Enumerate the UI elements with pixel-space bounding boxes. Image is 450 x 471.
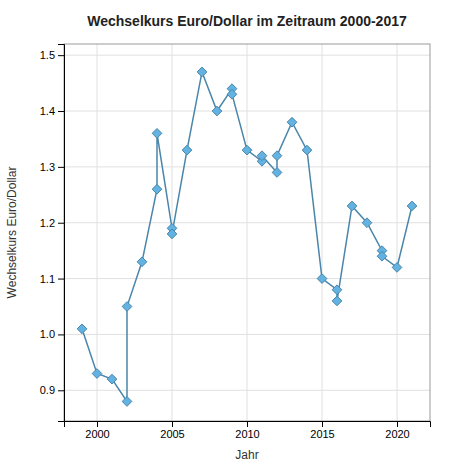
marker bbox=[122, 302, 132, 312]
y-tick-mark bbox=[58, 390, 64, 391]
x-tick-label: 2020 bbox=[385, 428, 409, 440]
title: Wechselkurs Euro/Dollar im Zeitraum 2000… bbox=[87, 13, 407, 29]
marker bbox=[332, 285, 342, 295]
marker bbox=[77, 324, 87, 334]
marker bbox=[242, 145, 252, 155]
marker bbox=[257, 151, 267, 161]
plot: 2000 2005 2010 2015 2020 0.9 1.0 1.1 1.2 1.3 1.4 1.… bbox=[40, 44, 431, 440]
x-tick: 2000 bbox=[85, 421, 109, 440]
y-axis: 0.9 1.0 1.1 1.2 1.3 1.4 1.5 bbox=[40, 45, 65, 422]
grid-line-x bbox=[247, 44, 248, 421]
line bbox=[82, 72, 412, 402]
x-tick-label: 2015 bbox=[310, 428, 334, 440]
marker bbox=[167, 229, 177, 239]
marker bbox=[152, 129, 162, 139]
grid-line-x bbox=[397, 44, 398, 421]
grid-line-y bbox=[64, 55, 430, 56]
grid bbox=[64, 44, 430, 421]
marker bbox=[152, 184, 162, 194]
x-tick: 2010 bbox=[235, 421, 259, 440]
y-axis-title: Wechselkurs Euro/Dollar bbox=[5, 167, 19, 299]
x-axis-line bbox=[65, 422, 431, 428]
x-tick-label: 2010 bbox=[235, 428, 259, 440]
marker bbox=[272, 168, 282, 178]
marker bbox=[122, 397, 132, 407]
y-tick: 1.1 bbox=[40, 273, 64, 285]
x-tick-mark bbox=[397, 421, 398, 427]
y-tick-mark bbox=[58, 334, 64, 335]
y-tick-label: 1.2 bbox=[40, 217, 55, 229]
x-tick: 2020 bbox=[385, 421, 409, 440]
x-axis: 2000 2005 2010 2015 2020 bbox=[65, 421, 431, 440]
marker bbox=[347, 201, 357, 211]
y-axis-line bbox=[58, 45, 65, 422]
marker bbox=[287, 117, 297, 127]
y-tick-label: 1.5 bbox=[40, 49, 55, 61]
y-tick-mark bbox=[58, 279, 64, 280]
grid-line-y bbox=[64, 111, 430, 112]
x-tick: 2015 bbox=[310, 421, 334, 440]
marker bbox=[107, 374, 117, 384]
y-tick: 0.9 bbox=[40, 384, 64, 396]
y-tick-mark bbox=[58, 223, 64, 224]
marker bbox=[302, 145, 312, 155]
grid-line-x bbox=[322, 44, 323, 421]
marker bbox=[332, 296, 342, 306]
y-tick-label: 1.1 bbox=[40, 273, 55, 285]
marker bbox=[317, 274, 327, 284]
grid-line-x bbox=[97, 44, 98, 421]
x-tick-label: 2000 bbox=[85, 428, 109, 440]
marker bbox=[92, 369, 102, 379]
marker bbox=[182, 145, 192, 155]
x-tick-mark bbox=[172, 421, 173, 427]
grid-line-y bbox=[64, 278, 430, 279]
marker bbox=[227, 89, 237, 99]
y-tick-mark bbox=[58, 111, 64, 112]
y-tick: 1.5 bbox=[40, 49, 64, 61]
x-tick-mark bbox=[97, 421, 98, 427]
x-tick-mark bbox=[247, 421, 248, 427]
y-tick: 1.3 bbox=[40, 161, 64, 173]
chart: 2000 2005 2010 2015 2020 0.9 1.0 1.1 1.2 1.3 1.4 1.… bbox=[0, 0, 450, 471]
x-tick: 2005 bbox=[160, 421, 184, 440]
x-tick-label: 2005 bbox=[160, 428, 184, 440]
marker bbox=[392, 263, 402, 273]
grid-line-y bbox=[64, 222, 430, 223]
marker bbox=[272, 151, 282, 161]
y-tick: 1.4 bbox=[40, 105, 64, 117]
marker bbox=[212, 106, 222, 116]
marker bbox=[377, 251, 387, 261]
y-tick-label: 1.3 bbox=[40, 161, 55, 173]
x-tick-mark bbox=[322, 421, 323, 427]
y-tick: 1.2 bbox=[40, 217, 64, 229]
y-tick-mark bbox=[58, 167, 64, 168]
marker bbox=[362, 218, 372, 228]
y-tick-label: 1.4 bbox=[40, 105, 55, 117]
y-tick-mark bbox=[58, 55, 64, 56]
marker bbox=[197, 67, 207, 77]
grid-line-y bbox=[64, 166, 430, 167]
plot-frame bbox=[64, 44, 430, 421]
y-tick: 1.0 bbox=[40, 328, 64, 340]
y-tick-label: 1.0 bbox=[40, 328, 55, 340]
x-axis-title: Jahr bbox=[235, 448, 258, 462]
data-layer bbox=[77, 67, 417, 406]
marker bbox=[137, 257, 147, 267]
marker bbox=[407, 201, 417, 211]
grid-line-y bbox=[64, 334, 430, 335]
y-tick-label: 0.9 bbox=[40, 384, 55, 396]
